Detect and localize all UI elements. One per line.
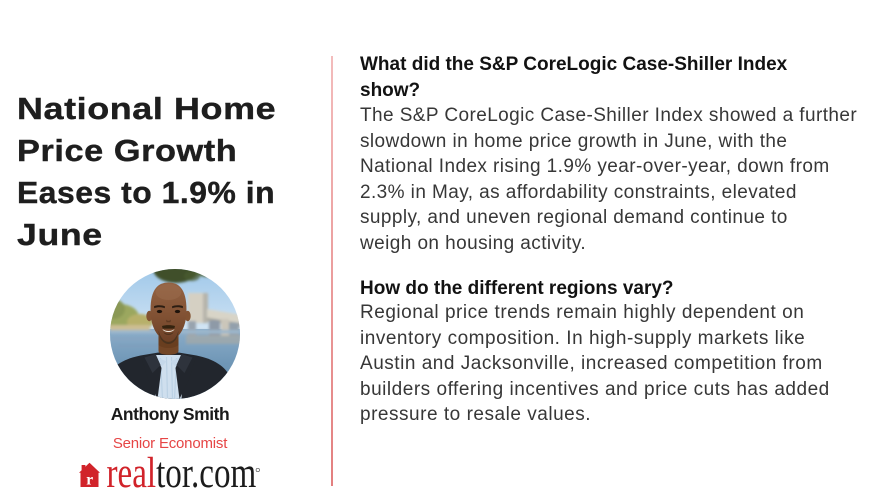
svg-text:r: r: [86, 471, 93, 488]
svg-text:realtor.com: realtor.com: [107, 455, 257, 491]
